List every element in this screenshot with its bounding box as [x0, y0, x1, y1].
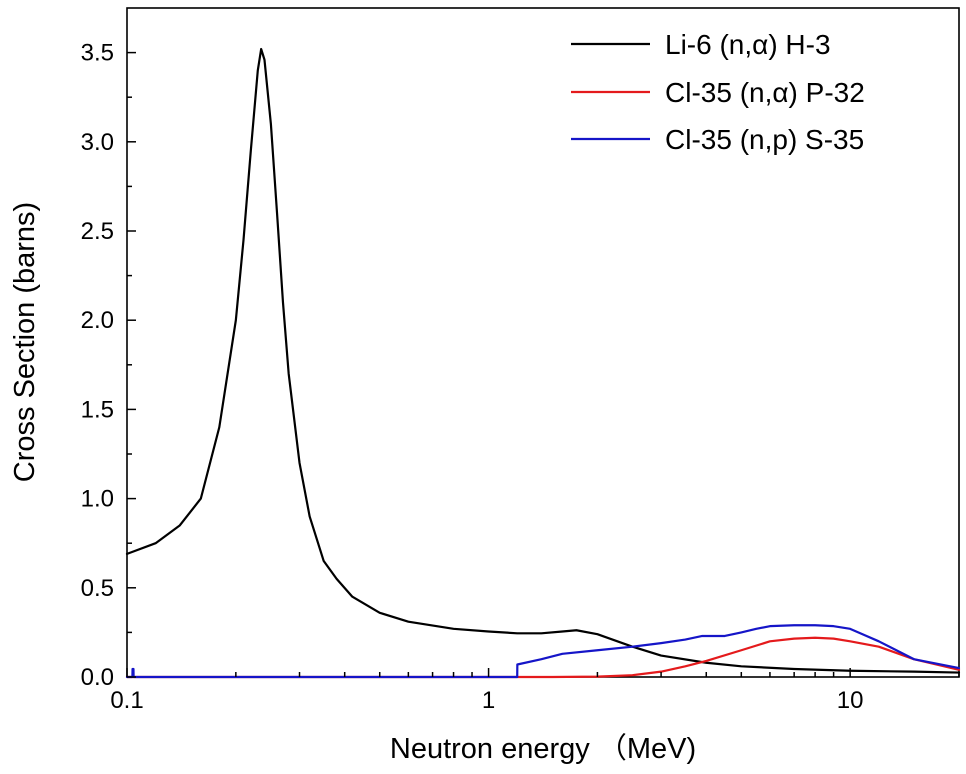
legend: Li-6 (n,α) H-3 Cl-35 (n,α) P-32 Cl-35 (n,p… [571, 29, 865, 155]
y-tick-label: 3.5 [81, 40, 114, 67]
y-axis-title: Cross Section (barns) [9, 202, 41, 482]
y-tick-label: 1.0 [81, 486, 114, 513]
series-layer [125, 47, 961, 679]
x-axis-title: Neutron energy （MeV) [390, 733, 696, 765]
x-tick-label: 1 [482, 687, 495, 714]
series-line-2 [125, 624, 961, 679]
x-tick-label: 0.1 [110, 687, 143, 714]
y-axis: 0.0 0.5 1.0 1.5 2.0 2.5 3.0 3.5 [81, 40, 136, 691]
y-tick-label: 3.0 [81, 129, 114, 156]
plot-frame [126, 7, 960, 678]
y-tick-label: 0.0 [81, 664, 114, 691]
y-tick-label: 2.0 [81, 307, 114, 334]
x-axis: 0.1 1 10 [110, 668, 960, 714]
series-line-0 [125, 47, 961, 674]
x-tick-label: 10 [837, 687, 864, 714]
y-tick-label: 2.5 [81, 218, 114, 245]
y-tick-label: 0.5 [81, 575, 114, 602]
legend-label-2: Cl-35 (n,p) S-35 [665, 124, 864, 155]
legend-label-1: Cl-35 (n,α) P-32 [665, 77, 865, 108]
plot-frame-group [126, 7, 960, 678]
legend-label-0: Li-6 (n,α) H-3 [665, 29, 831, 60]
series-line-1 [125, 636, 961, 679]
y-tick-label: 1.5 [81, 396, 114, 423]
